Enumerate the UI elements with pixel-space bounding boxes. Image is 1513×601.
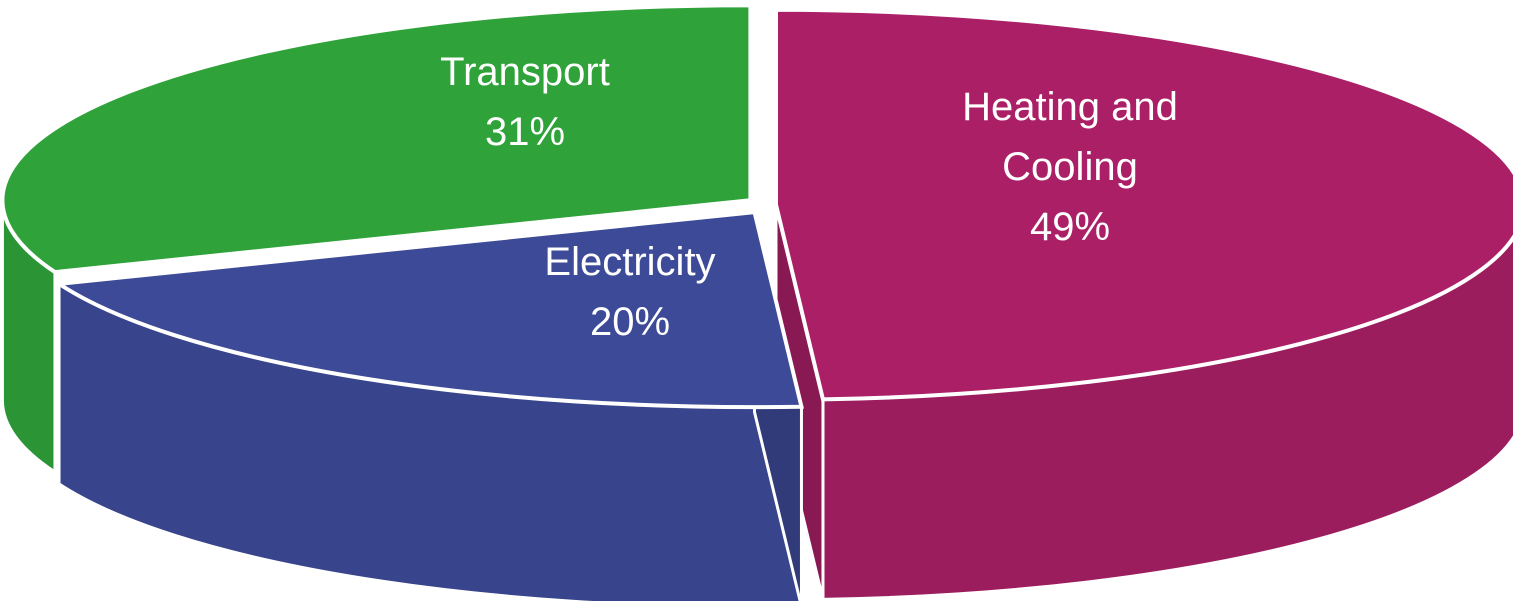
slice-transport bbox=[0, 3, 753, 275]
slice-value-label: 31% bbox=[485, 110, 565, 154]
slice-category-label: Cooling bbox=[1002, 145, 1138, 189]
slice-label-heating-and-cooling: Heating and Cooling 49% bbox=[962, 85, 1178, 249]
slice-label-electricity: Electricity 20% bbox=[544, 240, 715, 344]
slice-label-layer: Heating and Cooling 49% Electricity 20% Trans… bbox=[440, 50, 1178, 344]
slice-electricity bbox=[53, 209, 804, 410]
slice-category-label: Heating and bbox=[962, 85, 1178, 129]
slice-category-label: Transport bbox=[440, 50, 610, 94]
slice-label-transport: Transport 31% bbox=[440, 50, 610, 154]
slice-category-label: Electricity bbox=[544, 240, 715, 284]
slice-top-layer bbox=[0, 3, 1513, 410]
slice-heating-and-cooling bbox=[773, 7, 1513, 402]
slice-value-label: 49% bbox=[1030, 205, 1110, 249]
slice-value-label: 20% bbox=[590, 300, 670, 344]
slice-depth-layer bbox=[0, 200, 1513, 601]
